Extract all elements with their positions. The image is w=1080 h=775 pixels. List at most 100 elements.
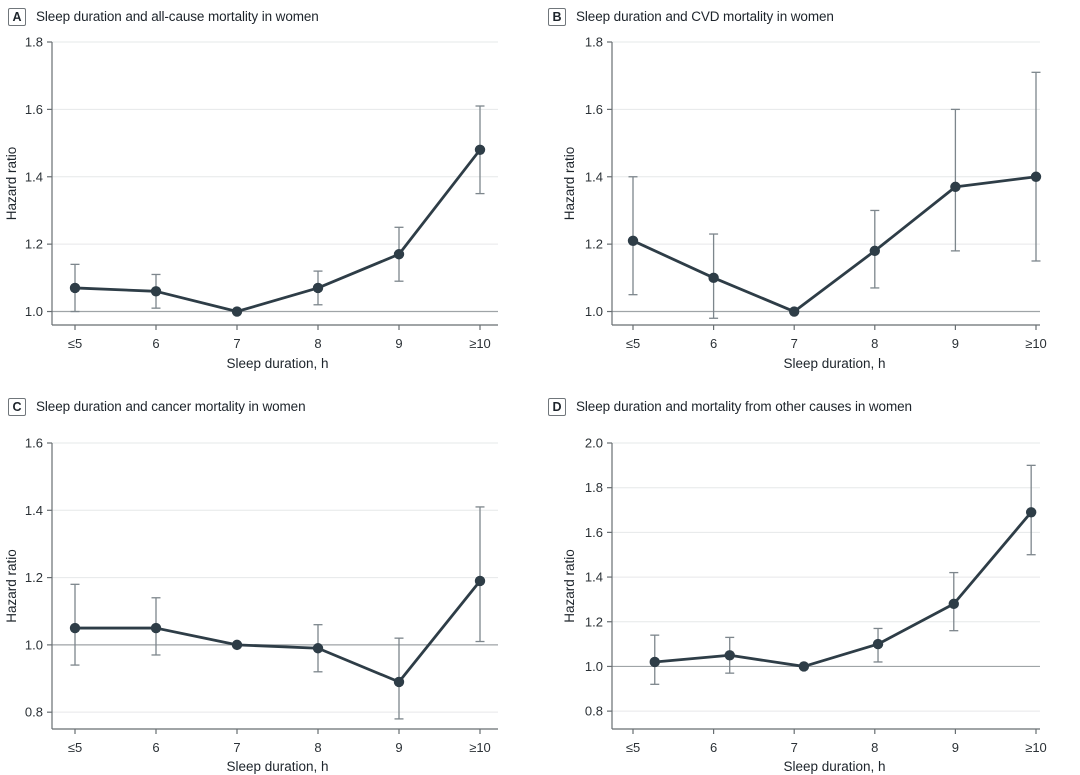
x-tick-label: ≥10 [469,336,491,351]
data-point [231,639,243,651]
data-point [649,656,660,668]
x-tick-label: 8 [871,740,878,755]
x-tick-label: 6 [152,336,159,351]
panel-b-title: Sleep duration and CVD mortality in wome… [576,9,834,24]
data-point [950,181,961,193]
x-axis-title: Sleep duration, h [226,356,328,371]
panel-c-header: C Sleep duration and cancer mortality in… [0,390,540,418]
y-tick-label: 2.0 [585,436,603,451]
series-line [631,175,1038,313]
y-tick-label: 1.4 [585,570,603,585]
panel-c-chart: 0.8 1.0 1.2 1.4 1.6 ≤5 6 7 8 9 ≥10 Sleep duration, … [4,436,498,774]
y-axis-title: Hazard ratio [4,549,19,623]
panel-b-header: B Sleep duration and CVD mortality in wo… [540,0,1080,28]
x-tick-label: 7 [791,740,798,755]
panel-d-letter-box: D [548,397,566,416]
x-tick-label: ≤5 [626,336,640,351]
x-tick-label: 8 [871,336,878,351]
series-line [73,579,482,684]
data-point [948,598,959,610]
data-point [1030,171,1042,182]
y-tick-label: 1.0 [25,637,43,652]
x-tick-label: 9 [952,336,959,351]
panel-b-letter-box: B [548,7,566,26]
panel-c: C Sleep duration and cancer mortality in… [0,390,540,775]
y-tick-label: 1.2 [585,237,603,252]
x-tick-label: 7 [233,740,240,755]
panel-d-title: Sleep duration and mortality from other … [576,399,912,414]
panel-a-chart: 1.0 1.2 1.4 1.6 1.8 ≤5 6 7 8 9 ≥10 Sleep duration, … [4,35,498,371]
data-point [789,306,800,317]
x-tick-label: 9 [395,740,402,755]
y-tick-label: 1.8 [25,35,43,50]
data-point [393,249,405,260]
panel-d-chart: 0.8 1.0 1.2 1.4 1.6 1.8 2.0 ≤5 6 7 8 9 ≥10 Sleep dura… [562,436,1047,775]
series-line [73,148,482,313]
data-point [393,676,405,688]
panel-b-chart: 1.0 1.2 1.4 1.6 1.8 ≤5 6 7 8 9 ≥10 Sleep duration, … [562,35,1047,372]
x-tick-label: ≤5 [68,336,82,351]
panel-c-title: Sleep duration and cancer mortality in w… [36,399,306,414]
data-point [312,643,324,654]
data-point [724,650,735,661]
y-tick-label: 1.2 [585,614,603,629]
x-axis-title: Sleep duration, h [226,759,328,774]
data-point [627,235,639,246]
panel-d: D Sleep duration and mortality from othe… [540,390,1080,775]
x-tick-label: 8 [314,336,321,351]
x-tick-label: 6 [710,740,717,755]
y-tick-label: 1.6 [585,102,603,117]
y-axis-title: Hazard ratio [4,147,19,221]
panel-a-header: A Sleep duration and all-cause mortality… [0,0,540,28]
data-point [708,272,719,284]
y-tick-label: 1.6 [25,436,43,451]
y-tick-label: 1.0 [585,659,603,674]
y-tick-label: 1.4 [25,503,43,518]
data-point [69,622,81,634]
y-tick-label: 1.4 [25,169,43,184]
x-tick-label: ≥10 [1025,336,1047,351]
data-point [474,575,486,587]
y-axis-title: Hazard ratio [562,549,577,623]
x-tick-label: ≥10 [469,740,491,755]
panel-a-letter-box: A [8,7,26,26]
x-tick-label: 6 [152,740,159,755]
y-tick-label: 1.8 [585,480,603,495]
panel-d-header: D Sleep duration and mortality from othe… [540,390,1080,418]
data-point [798,661,810,672]
x-tick-label: 7 [791,336,798,351]
x-tick-label: 6 [710,336,717,351]
y-tick-label: 1.2 [25,237,43,252]
data-point [231,306,243,317]
x-tick-label: 8 [314,740,321,755]
panel-c-letter-box: C [8,397,26,416]
data-point [1025,507,1037,518]
x-axis-title: Sleep duration, h [783,356,885,371]
y-tick-label: 1.2 [25,570,43,585]
data-point [150,622,162,634]
y-tick-label: 1.4 [585,169,603,184]
panel-a-title: Sleep duration and all-cause mortality i… [36,9,319,24]
series-line [653,510,1033,668]
data-point [150,286,162,297]
x-tick-label: 9 [395,336,402,351]
y-tick-label: 1.8 [585,35,603,50]
y-tick-label: 1.0 [25,304,43,319]
data-point [69,282,81,294]
data-point [312,282,324,294]
x-tick-label: ≤5 [68,740,82,755]
x-axis-title: Sleep duration, h [783,759,885,774]
y-axis-title: Hazard ratio [562,147,577,221]
panel-a: A Sleep duration and all-cause mortality… [0,0,540,390]
x-tick-label: 7 [233,336,240,351]
y-tick-label: 1.6 [25,102,43,117]
y-tick-label: 0.8 [585,704,603,719]
y-tick-label: 1.0 [585,304,603,319]
y-tick-label: 1.6 [585,525,603,540]
panel-b: B Sleep duration and CVD mortality in wo… [540,0,1080,390]
x-tick-label: 9 [952,740,959,755]
data-point [872,638,884,650]
y-tick-label: 0.8 [25,705,43,720]
data-point [474,144,486,156]
